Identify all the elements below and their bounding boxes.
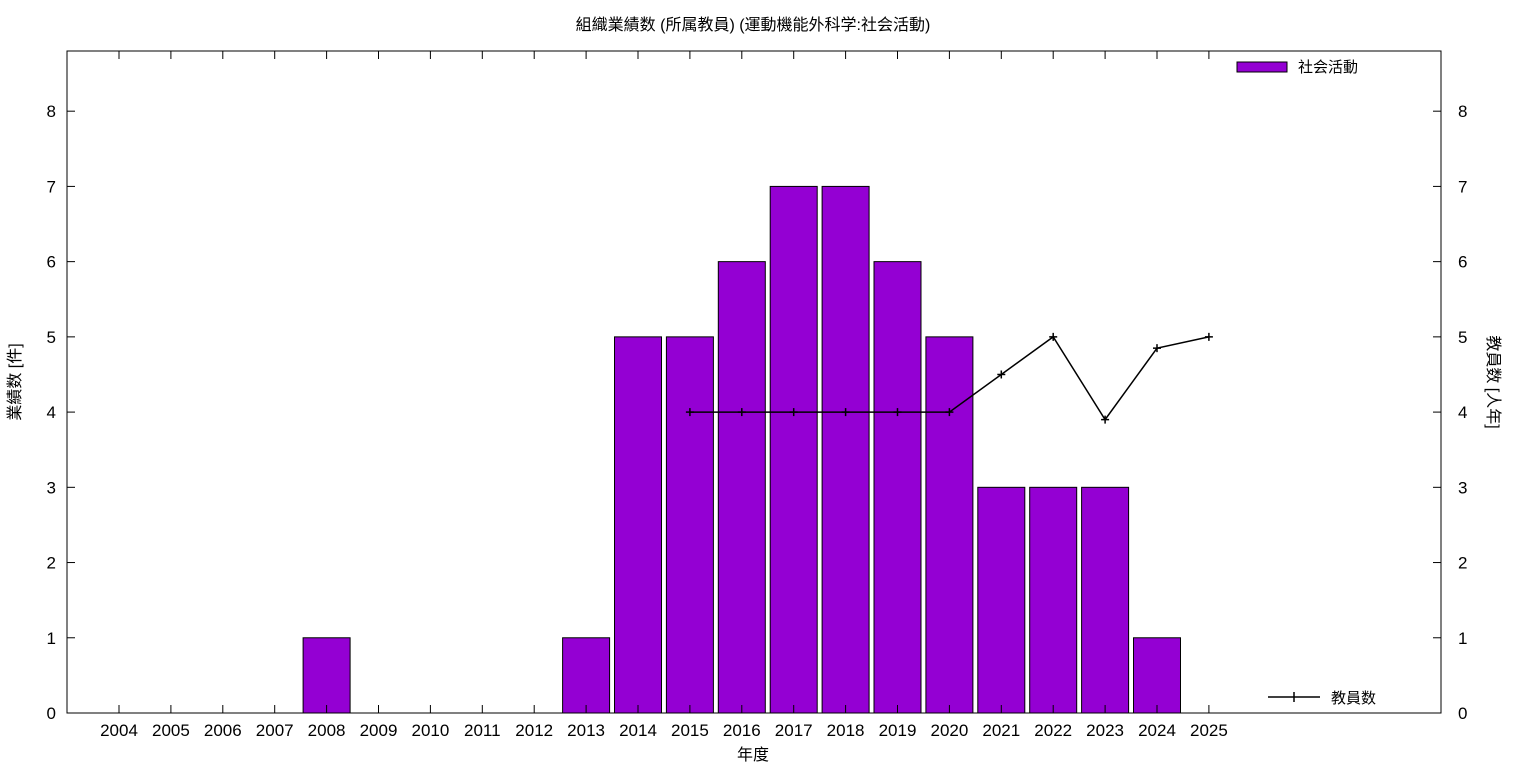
x-tick-label: 2007 [256, 721, 294, 740]
faculty-point-2020 [945, 408, 954, 417]
bars-layer [302, 185, 1181, 714]
line-layer [685, 332, 1213, 424]
x-tick-label: 2017 [775, 721, 813, 740]
y2-tick-label: 2 [1458, 554, 1467, 573]
x-tick-label: 2020 [930, 721, 968, 740]
y2-tick-label: 5 [1458, 328, 1467, 347]
faculty-point-2021 [997, 370, 1006, 379]
bar-2014 [614, 336, 662, 714]
y2-tick-label: 6 [1458, 253, 1467, 272]
faculty-point-2018 [841, 408, 850, 417]
bar-2017 [769, 185, 818, 714]
x-tick-label: 2024 [1138, 721, 1176, 740]
y2-tick-label: 7 [1458, 177, 1467, 196]
faculty-point-2015 [685, 408, 694, 417]
x-tick-label: 2012 [515, 721, 553, 740]
y2-tick-label: 8 [1458, 102, 1467, 121]
bar-2019 [873, 261, 922, 714]
x-tick-label: 2019 [879, 721, 917, 740]
ticks-layer: 0 1 2 3 4 5 6 7 8 0 1 2 3 4 5 6 7 8 2004 2005 2006 2007 2008 20… [47, 51, 1467, 740]
faculty-point-2025 [1204, 332, 1213, 341]
y-tick-label: 7 [47, 177, 56, 196]
legend-line-label: 教員数 [1331, 690, 1376, 707]
bar-2022 [1029, 486, 1078, 714]
y2-tick-label: 4 [1458, 403, 1467, 422]
faculty-point-2022 [1049, 332, 1058, 341]
bar-2013 [562, 637, 611, 714]
faculty-point-2019 [893, 408, 902, 417]
x-tick-label: 2021 [982, 721, 1020, 740]
x-tick-label: 2016 [723, 721, 761, 740]
bar-2020 [925, 336, 974, 714]
y2-tick-label: 0 [1458, 704, 1467, 723]
bar-2023 [1081, 486, 1130, 714]
x-tick-label: 2006 [204, 721, 242, 740]
legend-line-series: 教員数 [1268, 690, 1376, 707]
bar-2008 [302, 637, 351, 714]
legend-bar-series: 社会活動 [1236, 59, 1358, 76]
x-tick-label: 2025 [1190, 721, 1228, 740]
legend-bar-swatch [1236, 61, 1288, 73]
bar-2018 [821, 185, 870, 714]
x-tick-label: 2011 [464, 721, 501, 740]
x-tick-label: 2008 [308, 721, 346, 740]
bar-2021 [977, 486, 1026, 714]
faculty-point-2017 [789, 408, 798, 417]
x-tick-label: 2022 [1034, 721, 1072, 740]
bar-2024 [1133, 637, 1181, 714]
y-tick-label: 3 [47, 478, 56, 497]
x-axis-label: 年度 [737, 746, 769, 764]
legend-bar-label: 社会活動 [1298, 59, 1358, 76]
y2-tick-label: 1 [1458, 629, 1467, 648]
x-tick-label: 2014 [619, 721, 657, 740]
bar-2015 [665, 336, 714, 714]
chart-title: 組織業績数 (所属教員) (運動機能外科学:社会活動) [576, 16, 931, 34]
y-tick-label: 6 [47, 253, 56, 272]
y-tick-label: 4 [47, 403, 56, 422]
faculty-point-2024 [1153, 344, 1161, 353]
y-tick-label: 2 [47, 554, 56, 573]
x-tick-label: 2023 [1086, 721, 1124, 740]
x-tick-label: 2015 [671, 721, 709, 740]
y-tick-label: 0 [47, 704, 56, 723]
y-tick-label: 1 [47, 629, 56, 648]
y2-tick-label: 3 [1458, 478, 1467, 497]
bar-2016 [717, 261, 766, 714]
x-tick-label: 2005 [152, 721, 190, 740]
x-tick-label: 2018 [827, 721, 865, 740]
y-axis-label: 業績数 [件] [6, 343, 24, 420]
x-tick-label: 2013 [567, 721, 605, 740]
x-tick-label: 2010 [411, 721, 449, 740]
plot-frame [66, 50, 1442, 714]
y-tick-label: 5 [47, 328, 56, 347]
faculty-point-2023 [1101, 415, 1110, 424]
y2-axis-label: 教員数 [人年] [1484, 335, 1502, 428]
faculty-point-2016 [737, 408, 746, 417]
x-tick-label: 2004 [100, 721, 138, 740]
y-tick-label: 8 [47, 102, 56, 121]
x-tick-label: 2009 [360, 721, 398, 740]
